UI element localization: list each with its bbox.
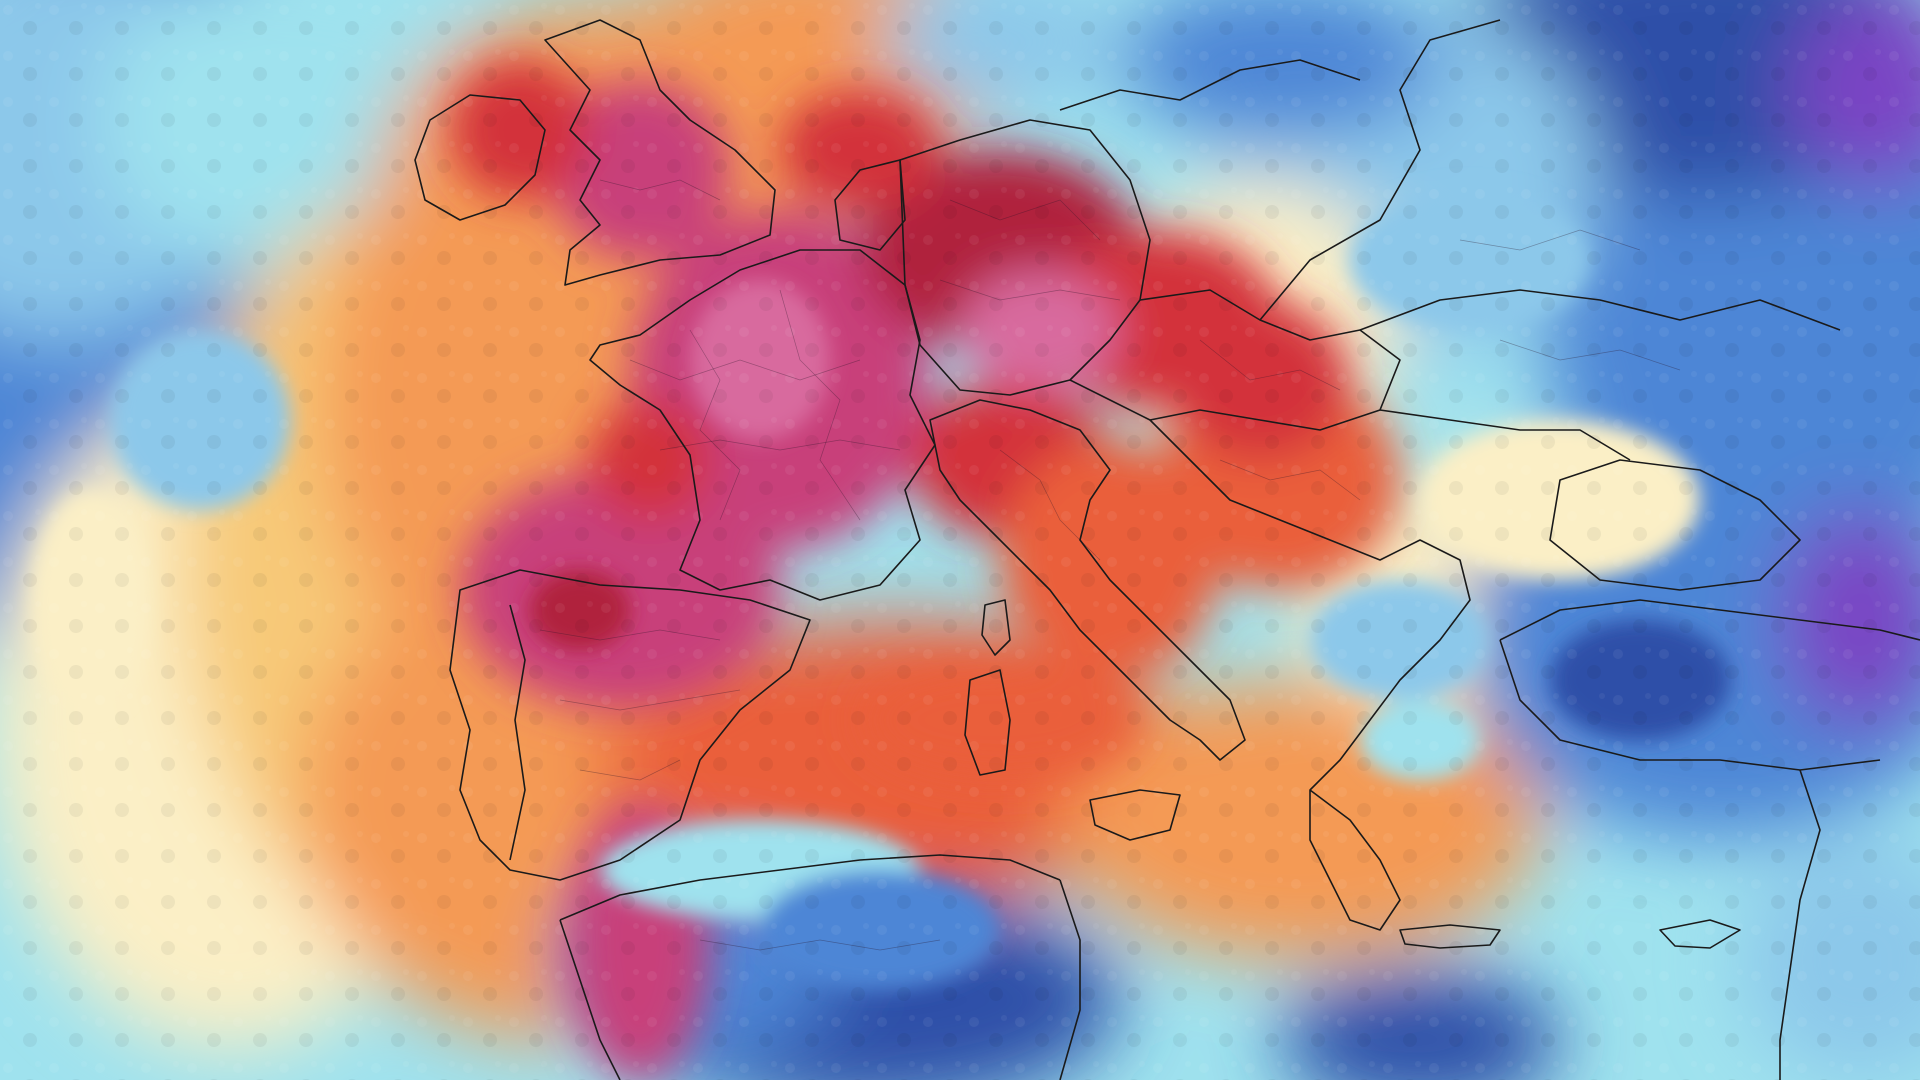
ireland-outline — [414, 94, 546, 221]
administrative-subdivisions — [539, 179, 1681, 951]
corsica-outline — [981, 599, 1011, 656]
levant-coast — [1779, 769, 1821, 1080]
germany-outline — [899, 119, 1151, 396]
great-britain-outline — [544, 19, 776, 286]
france-outline — [589, 249, 936, 601]
north-africa-coast — [559, 854, 1081, 1080]
crete-outline — [1399, 924, 1501, 949]
coastlines-and-borders — [414, 19, 1920, 1080]
sicily-outline — [1089, 789, 1181, 841]
baltic-coast — [1059, 59, 1361, 111]
italy-outline — [929, 399, 1246, 761]
eastern-europe-borders — [1259, 19, 1841, 461]
balkans-borders — [1149, 419, 1471, 791]
cyprus-outline — [1659, 919, 1741, 949]
greece-outline — [1309, 789, 1401, 931]
portugal-border — [509, 604, 526, 861]
benelux-outline — [834, 159, 906, 251]
sardinia-outline — [964, 669, 1011, 776]
iberia-outline — [449, 569, 811, 881]
black-sea-outline — [1549, 459, 1801, 591]
